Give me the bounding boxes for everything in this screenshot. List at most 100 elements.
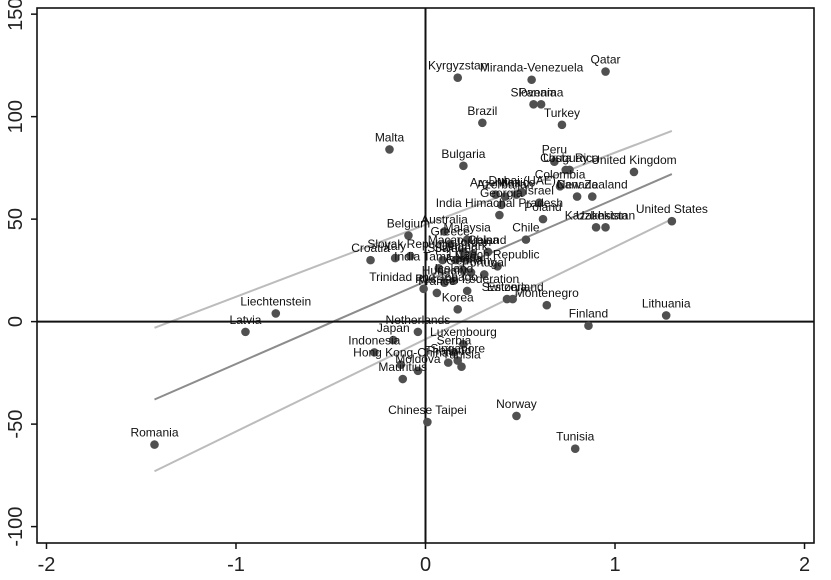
data-point-label: Israel	[525, 184, 554, 198]
data-point-label: Poland	[524, 200, 561, 214]
data-point	[497, 200, 506, 210]
data-point	[449, 276, 459, 285]
data-point	[584, 321, 593, 331]
data-point-label: Moldova	[395, 352, 441, 366]
data-point-label: Belgium	[387, 217, 430, 231]
data-point-label: Croatia	[351, 241, 390, 255]
data-point-label: Japan	[377, 321, 410, 335]
data-point	[370, 348, 379, 357]
axis-ticks: -2 -1 0 1 2 -100 -50 0 50 100 150	[5, 0, 810, 576]
data-point	[413, 327, 423, 337]
data-point-label: Australia	[421, 212, 468, 226]
data-point-label: Mauritius	[378, 360, 427, 374]
data-point-label: Brazil	[467, 104, 497, 118]
data-point-label: Slovak Republic	[367, 237, 453, 251]
data-point	[398, 374, 408, 384]
data-point-label: Malta	[375, 130, 405, 144]
data-point	[479, 270, 489, 279]
data-point-label: Hungary	[422, 264, 467, 278]
data-point	[462, 286, 472, 296]
data-point	[419, 284, 428, 294]
data-point-label: Indonesia	[348, 333, 400, 347]
data-point	[462, 235, 472, 244]
data-point-label: Norway	[496, 397, 537, 411]
x-tick-label: 0	[420, 554, 431, 576]
y-tick-label: -100	[5, 507, 27, 547]
data-point	[445, 239, 455, 249]
data-point	[508, 294, 517, 304]
data-point	[459, 161, 468, 171]
data-point	[466, 268, 476, 277]
data-point-label: Costa Rica	[540, 151, 599, 165]
data-point	[406, 251, 415, 261]
data-point	[423, 417, 432, 427]
data-point	[459, 266, 468, 275]
data-point-label: Macao-China	[428, 233, 500, 247]
data-point-label: Miranda-Venezuela	[480, 61, 584, 75]
y-tick-label: 150	[5, 0, 27, 31]
data-point-label: Panama	[519, 85, 564, 99]
data-point-label: Uruguay	[543, 151, 588, 165]
data-point	[438, 255, 447, 265]
data-point	[555, 182, 565, 191]
data-point-label: Greece	[430, 225, 470, 239]
data-point-label: Ireland	[470, 233, 507, 247]
data-point-label: Peru	[542, 143, 567, 157]
data-point-label: New Zealand	[557, 178, 628, 192]
data-point	[453, 73, 463, 82]
data-point	[385, 145, 394, 154]
data-point-label: Portugal	[462, 255, 507, 269]
data-point-label: Sweden	[434, 241, 477, 255]
data-point	[440, 278, 449, 287]
data-point-label: Kyrgyzstan	[428, 59, 487, 73]
data-point	[440, 227, 449, 236]
data-point-label: Spain	[427, 241, 458, 255]
data-point-label: Serbia	[437, 333, 472, 347]
data-point	[591, 223, 601, 232]
data-point	[601, 67, 610, 76]
data-point	[587, 192, 597, 201]
data-point-label: Korea	[442, 290, 474, 304]
fit-lines	[154, 130, 673, 473]
data-point	[557, 120, 567, 130]
data-point-label: Estonia	[487, 280, 527, 294]
data-point	[150, 440, 159, 449]
data-point-label: Switzerland	[482, 280, 544, 294]
data-point	[521, 235, 531, 244]
data-point	[457, 362, 466, 372]
data-point-label: Qatar	[591, 53, 621, 67]
data-point-label: Georgia	[480, 186, 523, 200]
data-point	[443, 358, 453, 367]
data-point-label: Uzbekistan	[576, 208, 635, 222]
y-tick-label: 0	[5, 316, 27, 327]
data-point-label: Trinidad and Tobago	[369, 270, 478, 284]
data-point	[459, 339, 468, 349]
data-point-label: France	[418, 274, 456, 288]
y-tick-label: 100	[5, 100, 27, 133]
data-point-label: Malaysia	[444, 221, 492, 235]
data-point-label: United Kingdom	[591, 153, 676, 167]
data-point	[542, 300, 552, 310]
data-point-label: Czech Republic	[455, 247, 539, 261]
data-point	[478, 118, 487, 128]
data-point	[434, 264, 444, 273]
data-point-label: Austria	[445, 251, 483, 265]
data-point-label: Turkey	[544, 106, 580, 120]
data-point	[491, 190, 500, 199]
data-point	[390, 253, 400, 263]
data-point	[629, 167, 639, 177]
data-point-label: Chinese Taipei	[388, 403, 467, 417]
data-point	[561, 165, 571, 175]
data-point-label: Bulgaria	[441, 147, 485, 161]
x-tick-label: -1	[227, 554, 245, 576]
ci-upper-line	[154, 130, 673, 329]
data-point	[388, 335, 398, 345]
data-point	[451, 255, 461, 265]
data-point-label: India Himachal Pradesh	[436, 196, 563, 210]
data-point	[527, 75, 536, 85]
data-point-label: Jordan	[455, 235, 492, 249]
data-point	[404, 231, 413, 240]
data-point	[570, 444, 580, 454]
data-point	[667, 216, 677, 226]
